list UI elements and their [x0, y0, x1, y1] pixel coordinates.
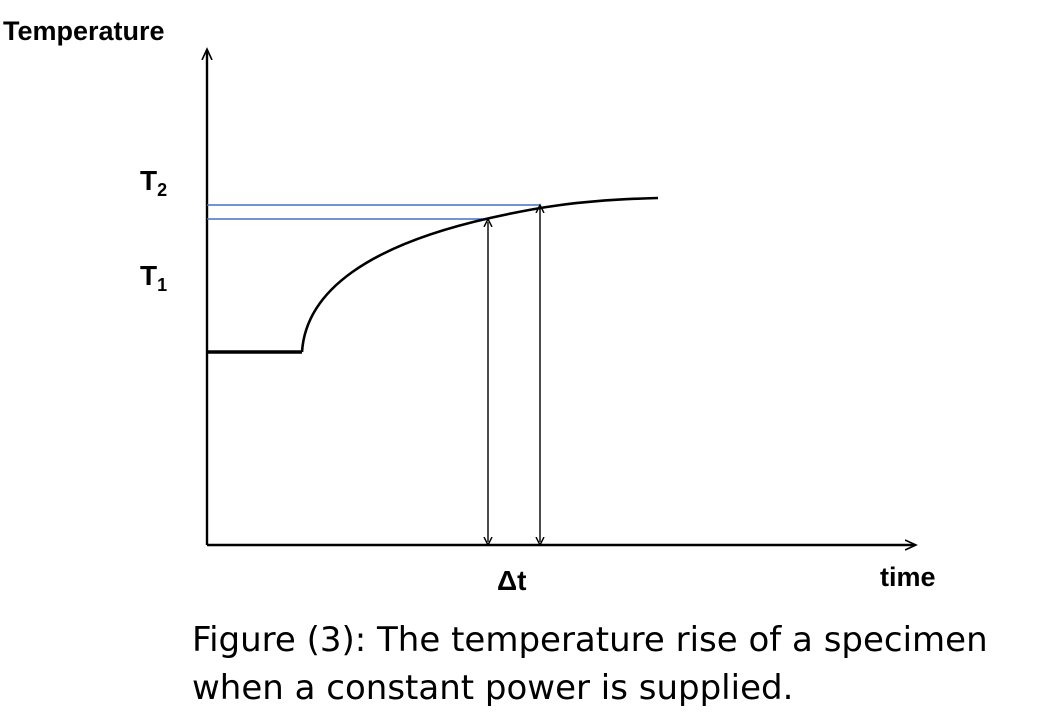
figure-caption: Figure (3): The temperature rise of a sp…: [192, 616, 1042, 712]
y-axis-title: Temperature: [3, 16, 165, 46]
x-axis-title: time: [880, 562, 936, 592]
caption-line-2: when a constant power is supplied.: [192, 668, 794, 708]
temperature-rise-diagram: Temperature time T2 T1 Δt: [3, 16, 936, 596]
delta-t-label: Δt: [497, 565, 526, 596]
t2-label: T2: [140, 165, 167, 200]
t1-label: T1: [140, 260, 167, 295]
temperature-rise-curve: [300, 196, 659, 353]
caption-line-1: Figure (3): The temperature rise of a sp…: [192, 620, 988, 660]
